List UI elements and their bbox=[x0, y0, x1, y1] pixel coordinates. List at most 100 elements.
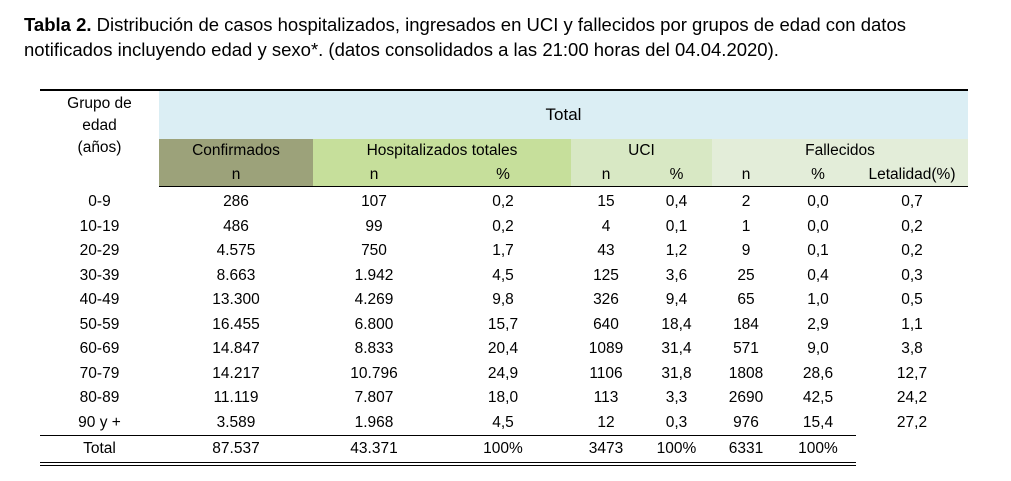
table-cell: 1,7 bbox=[492, 242, 514, 260]
table-cell: 18,4 bbox=[661, 315, 692, 333]
age-group-cell: 70-79 bbox=[79, 364, 120, 382]
total-cell: 6331 bbox=[712, 435, 780, 466]
table-cell: 0,2 bbox=[492, 217, 514, 235]
header-grupo-line2: edad bbox=[82, 117, 117, 134]
table-cell: 326 bbox=[593, 291, 619, 309]
table-row: 20-29 4.575 750 1,7 43 1,2 9 0,1 0,2 bbox=[40, 239, 968, 264]
table-cell: 0,3 bbox=[901, 266, 923, 284]
table-cell: 4 bbox=[601, 217, 611, 235]
table-cell: 640 bbox=[593, 315, 619, 333]
table-cell: 4,5 bbox=[492, 266, 514, 284]
subheader-hosp-pct: % bbox=[435, 163, 571, 187]
table-cell: 571 bbox=[733, 340, 759, 358]
total-cell: 100% bbox=[780, 435, 856, 466]
table-cell: 8.833 bbox=[354, 340, 394, 358]
caption-label: Tabla 2. bbox=[24, 14, 92, 35]
table-cell: 0,2 bbox=[492, 193, 514, 211]
table-cell: 3,3 bbox=[665, 389, 688, 407]
table-cell: 9,4 bbox=[665, 291, 688, 309]
table-cell: 42,5 bbox=[802, 389, 834, 407]
table-cell: 24,2 bbox=[896, 389, 928, 407]
table-cell: 99 bbox=[365, 217, 383, 235]
table-cell: 1.942 bbox=[354, 266, 394, 284]
table-cell: 486 bbox=[223, 217, 249, 235]
table-cell: 0,0 bbox=[807, 193, 829, 211]
table-cell: 3.589 bbox=[159, 410, 313, 436]
age-group-cell: 80-89 bbox=[79, 389, 120, 407]
header-grupo-line1: Grupo de bbox=[67, 95, 132, 112]
age-group-cell: 0-9 bbox=[88, 193, 111, 210]
subheader-confirmados-n: n bbox=[159, 163, 313, 187]
table-body: 0-9 286 107 0,2 15 0,4 2 0,0 0,7 10-19 486 99 0,2 4 0,… bbox=[40, 187, 968, 436]
table-cell: 31,4 bbox=[661, 340, 692, 358]
table-cell: 43 bbox=[597, 242, 615, 260]
table-cell: 9,0 bbox=[807, 340, 829, 358]
header-grupo-line3: (años) bbox=[77, 139, 122, 156]
table-cell: 12,7 bbox=[896, 364, 928, 382]
table-cell: 0,2 bbox=[901, 217, 923, 235]
table-cell: 15,4 bbox=[780, 410, 856, 436]
table-cell: 20,4 bbox=[487, 340, 519, 358]
table-cell: 750 bbox=[361, 242, 387, 260]
table-cell: 976 bbox=[712, 410, 780, 436]
table-cell: 65 bbox=[737, 291, 755, 309]
age-group-cell: 10-19 bbox=[79, 217, 120, 235]
subheader-fall-n: n bbox=[712, 163, 780, 187]
table-cell: 13.300 bbox=[212, 291, 260, 309]
header-hospitalizados: Hospitalizados totales bbox=[313, 139, 571, 163]
table-row: 80-89 11.119 7.807 18,0 113 3,3 2690 42,5 24,2 bbox=[40, 386, 968, 411]
table-cell: 31,8 bbox=[661, 364, 692, 382]
total-cell: 100% bbox=[435, 435, 571, 466]
table-row: 60-69 14.847 8.833 20,4 1089 31,4 571 9,0 3,8 bbox=[40, 337, 968, 362]
table-cell: 2 bbox=[741, 193, 751, 211]
table-cell: 28,6 bbox=[802, 364, 834, 382]
table-cell: 184 bbox=[733, 315, 759, 333]
table-cell: 2,9 bbox=[807, 315, 829, 333]
table-cell: 4.575 bbox=[216, 242, 256, 260]
table-cell: 12 bbox=[571, 410, 641, 436]
table-row: 40-49 13.300 4.269 9,8 326 9,4 65 1,0 0,5 bbox=[40, 288, 968, 313]
table-cell: 3,8 bbox=[901, 340, 923, 358]
total-row: Total 87.537 43.371 100% 3473 100% 6331 … bbox=[40, 435, 968, 466]
table-row: 0-9 286 107 0,2 15 0,4 2 0,0 0,7 bbox=[40, 187, 968, 215]
table-cell: 1 bbox=[741, 217, 751, 235]
table-cell: 8.663 bbox=[216, 266, 256, 284]
table-cell: 286 bbox=[223, 193, 249, 211]
table-cell: 14.847 bbox=[212, 340, 260, 358]
table-cell: 125 bbox=[593, 266, 619, 284]
table-cell: 107 bbox=[361, 193, 387, 211]
total-cell: 43.371 bbox=[313, 435, 435, 466]
data-table: Grupo de edad (años) Total Confirmados H… bbox=[40, 89, 968, 466]
total-cell: 100% bbox=[641, 435, 712, 466]
table-cell: 9 bbox=[741, 242, 751, 260]
table-row: 30-39 8.663 1.942 4,5 125 3,6 25 0,4 0,3 bbox=[40, 264, 968, 289]
table-cell: 1,1 bbox=[901, 315, 923, 333]
table-cell: 0,7 bbox=[901, 193, 923, 211]
table-cell: 1089 bbox=[588, 340, 624, 358]
table-cell: 0,1 bbox=[807, 242, 829, 260]
table-row: 10-19 486 99 0,2 4 0,1 1 0,0 0,2 bbox=[40, 215, 968, 240]
header-confirmados: Confirmados bbox=[159, 139, 313, 163]
total-cell-empty bbox=[856, 436, 968, 465]
table-cell: 0,4 bbox=[665, 193, 688, 211]
header-total: Total bbox=[159, 89, 968, 139]
header-fallecidos: Fallecidos bbox=[712, 139, 968, 163]
table-caption: Tabla 2. Distribución de casos hospitali… bbox=[24, 12, 999, 62]
table-cell: 0,3 bbox=[641, 410, 712, 436]
total-cell: 3473 bbox=[571, 435, 641, 466]
age-group-cell: 60-69 bbox=[79, 340, 120, 358]
table-cell: 25 bbox=[737, 266, 755, 284]
table-cell: 9,8 bbox=[492, 291, 514, 309]
age-group-cell: 30-39 bbox=[79, 266, 120, 284]
table-cell: 4.269 bbox=[354, 291, 394, 309]
table-cell: 0,5 bbox=[901, 291, 923, 309]
caption-text: Distribución de casos hospitalizados, in… bbox=[24, 14, 906, 60]
table-cell: 14.217 bbox=[212, 364, 260, 382]
subheader-uci-n: n bbox=[571, 163, 641, 187]
age-group-cell: 40-49 bbox=[79, 291, 120, 309]
table-cell: 1808 bbox=[728, 364, 764, 382]
subheader-uci-pct: % bbox=[641, 163, 712, 187]
age-group-cell: 90 y + bbox=[40, 410, 159, 436]
table-cell: 1106 bbox=[589, 364, 623, 382]
table-cell: 0,0 bbox=[807, 217, 829, 235]
